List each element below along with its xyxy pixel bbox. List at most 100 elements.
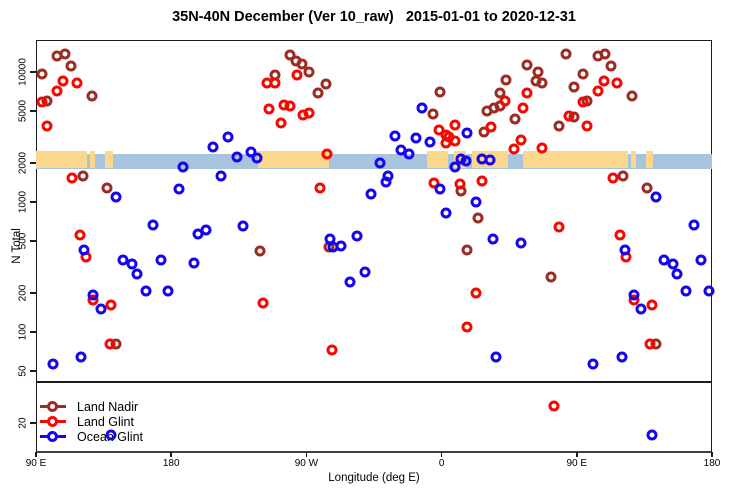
- data-point-ocean-glint: [78, 244, 90, 256]
- data-point-land-nadir: [303, 66, 315, 78]
- data-point-land-nadir: [560, 48, 572, 60]
- data-point-ocean-glint: [667, 258, 679, 270]
- data-point-land-nadir: [478, 126, 490, 138]
- legend-item-land-glint: Land Glint: [40, 414, 143, 429]
- data-point-ocean-glint: [460, 155, 472, 167]
- x-tick-label: 0: [438, 458, 445, 469]
- data-point-ocean-glint: [424, 136, 436, 148]
- data-point-ocean-glint: [335, 240, 347, 252]
- data-point-land-nadir: [65, 60, 77, 72]
- data-point-ocean-glint: [200, 224, 212, 236]
- land-glint-marker-icon: [40, 416, 66, 427]
- data-point-land-nadir: [545, 271, 557, 283]
- data-point-ocean-glint: [449, 161, 461, 173]
- data-point-land-glint: [428, 177, 440, 189]
- data-point-land-glint: [269, 77, 281, 89]
- data-point-land-nadir: [472, 212, 484, 224]
- data-point-land-glint: [515, 134, 527, 146]
- y-tick-label: 50: [17, 365, 29, 377]
- data-point-land-glint: [470, 287, 482, 299]
- data-point-ocean-glint: [440, 207, 452, 219]
- data-point-land-glint: [563, 110, 575, 122]
- data-point-land-nadir: [488, 102, 500, 114]
- data-point-ocean-glint: [635, 303, 647, 315]
- data-point-ocean-glint: [365, 188, 377, 200]
- x-tick-mark: [711, 452, 713, 457]
- data-point-land-glint: [284, 100, 296, 112]
- legend-separator-line: [36, 381, 712, 383]
- y-tick-mark: [30, 71, 36, 73]
- y-tick-label: 200: [17, 284, 29, 302]
- data-point-ocean-glint: [75, 351, 87, 363]
- data-point-land-glint: [74, 229, 86, 241]
- data-point-land-glint: [303, 107, 315, 119]
- data-point-land-glint: [521, 87, 533, 99]
- legend-label: Land Glint: [77, 414, 134, 429]
- data-point-ocean-glint: [162, 285, 174, 297]
- data-point-land-glint: [291, 69, 303, 81]
- y-tick-label: 20: [17, 417, 29, 429]
- data-point-land-nadir: [86, 90, 98, 102]
- data-point-land-glint: [263, 103, 275, 115]
- x-tick-label: 90 E: [566, 458, 588, 469]
- data-point-ocean-glint: [650, 191, 662, 203]
- y-tick-mark: [30, 240, 36, 242]
- x-tick-label: 90 E: [25, 458, 47, 469]
- data-point-ocean-glint: [410, 132, 422, 144]
- data-point-ocean-glint: [95, 303, 107, 315]
- data-point-ocean-glint: [434, 183, 446, 195]
- data-point-land-glint: [321, 148, 333, 160]
- map-strip-land: [36, 150, 88, 168]
- data-point-land-glint: [607, 172, 619, 184]
- data-point-land-nadir: [461, 244, 473, 256]
- plot-area: [36, 40, 712, 453]
- map-strip-land: [645, 150, 654, 168]
- data-point-ocean-glint: [628, 289, 640, 301]
- x-tick-mark: [440, 452, 443, 457]
- data-point-ocean-glint: [484, 154, 496, 166]
- map-strip-land: [105, 150, 113, 168]
- data-point-ocean-glint: [403, 148, 415, 160]
- data-point-land-glint: [51, 85, 63, 97]
- x-axis-title: Longitude (deg E): [328, 472, 420, 484]
- y-tick-label: 1000: [17, 190, 29, 214]
- data-point-land-glint: [598, 75, 610, 86]
- data-point-ocean-glint: [207, 141, 219, 153]
- y-tick-label: 10000: [17, 58, 29, 86]
- land-nadir-marker-icon: [40, 401, 66, 412]
- ocean-glint-marker-icon: [40, 431, 66, 442]
- data-point-land-nadir: [509, 113, 521, 125]
- data-point-land-nadir: [312, 87, 324, 99]
- data-point-land-nadir: [254, 245, 266, 257]
- data-point-ocean-glint: [147, 219, 159, 231]
- data-point-ocean-glint: [237, 220, 249, 232]
- legend-label: Land Nadir: [77, 399, 139, 414]
- data-point-ocean-glint: [359, 266, 371, 278]
- data-point-ocean-glint: [155, 254, 167, 266]
- data-point-land-glint: [314, 182, 326, 194]
- data-point-land-nadir: [521, 59, 533, 71]
- data-point-land-glint: [449, 135, 461, 147]
- data-point-land-glint: [517, 102, 529, 114]
- data-point-land-nadir: [536, 77, 548, 89]
- legend-item-ocean-glint: Ocean Glint: [40, 429, 143, 444]
- data-point-ocean-glint: [646, 429, 658, 441]
- map-strip-land: [90, 150, 96, 168]
- data-point-land-nadir: [500, 74, 512, 86]
- data-point-ocean-glint: [188, 257, 200, 269]
- x-tick-label: 90 W: [294, 458, 319, 469]
- chart-legend: Land Nadir Land Glint Ocean Glint: [40, 399, 143, 444]
- y-tick-mark: [30, 201, 36, 203]
- y-tick-label: 100: [17, 323, 29, 341]
- y-tick-mark: [30, 370, 36, 372]
- data-point-land-glint: [592, 85, 604, 97]
- y-tick-label: 500: [17, 232, 29, 250]
- data-point-ocean-glint: [105, 429, 117, 441]
- data-point-land-nadir: [577, 68, 589, 80]
- data-point-land-nadir: [641, 182, 653, 194]
- x-tick-mark: [170, 452, 172, 457]
- data-point-land-glint: [485, 121, 497, 133]
- data-point-land-nadir: [59, 48, 71, 60]
- data-point-land-glint: [71, 77, 83, 89]
- data-point-land-nadir: [605, 60, 617, 72]
